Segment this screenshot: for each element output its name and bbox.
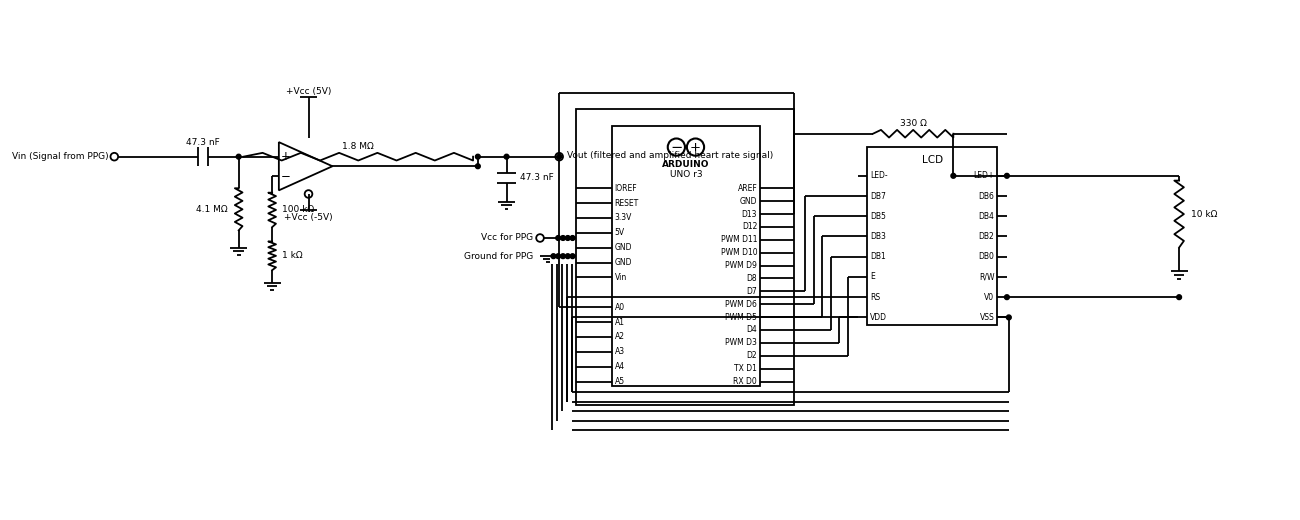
Circle shape bbox=[1176, 295, 1182, 300]
Text: V0: V0 bbox=[984, 293, 994, 302]
Circle shape bbox=[1005, 295, 1009, 300]
Text: DB5: DB5 bbox=[870, 212, 887, 221]
Text: PWM D10: PWM D10 bbox=[720, 248, 757, 257]
Text: A1: A1 bbox=[615, 318, 625, 327]
Text: DB6: DB6 bbox=[979, 191, 994, 201]
Text: A5: A5 bbox=[615, 377, 625, 386]
Text: E: E bbox=[870, 272, 875, 281]
Text: DB0: DB0 bbox=[979, 252, 994, 261]
Text: Vin: Vin bbox=[615, 273, 627, 282]
Text: 4.1 MΩ: 4.1 MΩ bbox=[195, 205, 228, 214]
Text: +: + bbox=[281, 150, 290, 163]
Circle shape bbox=[556, 254, 560, 258]
Text: D7: D7 bbox=[746, 287, 757, 296]
Text: DB2: DB2 bbox=[979, 232, 994, 241]
Text: A0: A0 bbox=[615, 303, 625, 311]
Text: Vout (filtered and amplified heart rate signal): Vout (filtered and amplified heart rate … bbox=[567, 151, 773, 160]
Circle shape bbox=[560, 254, 566, 258]
Text: −: − bbox=[281, 170, 290, 183]
Text: DB7: DB7 bbox=[870, 191, 887, 201]
Text: +Vcc (5V): +Vcc (5V) bbox=[286, 87, 332, 96]
Circle shape bbox=[560, 236, 566, 240]
Text: 10 kΩ: 10 kΩ bbox=[1191, 210, 1217, 218]
Text: RESET: RESET bbox=[615, 199, 638, 207]
Text: R/W: R/W bbox=[979, 272, 994, 281]
Text: D13: D13 bbox=[742, 210, 757, 218]
Circle shape bbox=[556, 236, 560, 240]
Text: PWM D3: PWM D3 bbox=[725, 339, 757, 347]
Text: TX D1: TX D1 bbox=[734, 364, 757, 373]
Text: 47.3 nF: 47.3 nF bbox=[186, 138, 220, 147]
Bar bbox=[867, 147, 997, 325]
Text: 330 Ω: 330 Ω bbox=[900, 119, 927, 128]
Circle shape bbox=[571, 254, 575, 258]
Circle shape bbox=[476, 154, 480, 159]
Text: +: + bbox=[690, 140, 701, 153]
Text: A4: A4 bbox=[615, 362, 625, 371]
Circle shape bbox=[237, 154, 240, 159]
Text: Vcc for PPG: Vcc for PPG bbox=[481, 233, 533, 242]
Text: D4: D4 bbox=[746, 326, 757, 334]
Text: DB4: DB4 bbox=[979, 212, 994, 221]
Circle shape bbox=[504, 154, 508, 159]
Circle shape bbox=[1006, 315, 1011, 320]
Text: D8: D8 bbox=[746, 274, 757, 283]
Text: VDD: VDD bbox=[870, 313, 887, 322]
Text: 1 kΩ: 1 kΩ bbox=[282, 251, 303, 261]
Text: UNO r3: UNO r3 bbox=[670, 171, 702, 179]
Text: A2: A2 bbox=[615, 332, 625, 342]
Circle shape bbox=[566, 254, 571, 258]
Circle shape bbox=[571, 236, 575, 240]
Circle shape bbox=[950, 173, 956, 178]
Text: LED+: LED+ bbox=[974, 171, 995, 180]
Text: D2: D2 bbox=[746, 351, 757, 360]
Text: ARDUINO: ARDUINO bbox=[662, 160, 710, 169]
Text: VSS: VSS bbox=[980, 313, 995, 322]
Text: AREF: AREF bbox=[737, 184, 757, 193]
Text: D12: D12 bbox=[742, 223, 757, 231]
Text: GND: GND bbox=[740, 197, 757, 205]
Circle shape bbox=[476, 164, 480, 168]
Text: 100 kΩ: 100 kΩ bbox=[282, 205, 313, 214]
Text: IOREF: IOREF bbox=[615, 184, 637, 193]
Bar bbox=[576, 109, 793, 406]
Circle shape bbox=[1005, 173, 1009, 178]
Text: DB3: DB3 bbox=[870, 232, 887, 241]
Text: +Vcc (-5V): +Vcc (-5V) bbox=[285, 213, 333, 223]
Text: −: − bbox=[671, 139, 683, 154]
Text: RX D0: RX D0 bbox=[733, 377, 757, 386]
Circle shape bbox=[551, 254, 556, 258]
Text: 3.3V: 3.3V bbox=[615, 214, 632, 223]
Text: PWM D9: PWM D9 bbox=[725, 261, 757, 270]
Text: GND: GND bbox=[615, 258, 632, 267]
Text: LCD: LCD bbox=[922, 154, 942, 164]
Text: Ground for PPG: Ground for PPG bbox=[464, 252, 533, 261]
Text: PWM D6: PWM D6 bbox=[725, 300, 757, 309]
Text: A3: A3 bbox=[615, 347, 625, 356]
Text: DB1: DB1 bbox=[870, 252, 885, 261]
Text: GND: GND bbox=[615, 243, 632, 252]
Text: 47.3 nF: 47.3 nF bbox=[520, 173, 554, 182]
Text: LED-: LED- bbox=[870, 171, 888, 180]
Circle shape bbox=[556, 154, 562, 159]
Text: RS: RS bbox=[870, 293, 880, 302]
Text: 1.8 MΩ: 1.8 MΩ bbox=[342, 141, 374, 151]
Text: PWM D11: PWM D11 bbox=[720, 235, 757, 244]
Text: PWM D5: PWM D5 bbox=[725, 313, 757, 321]
Circle shape bbox=[566, 236, 571, 240]
Text: 5V: 5V bbox=[615, 228, 625, 237]
Bar bbox=[612, 126, 760, 386]
Text: Vin (Signal from PPG): Vin (Signal from PPG) bbox=[12, 152, 109, 161]
